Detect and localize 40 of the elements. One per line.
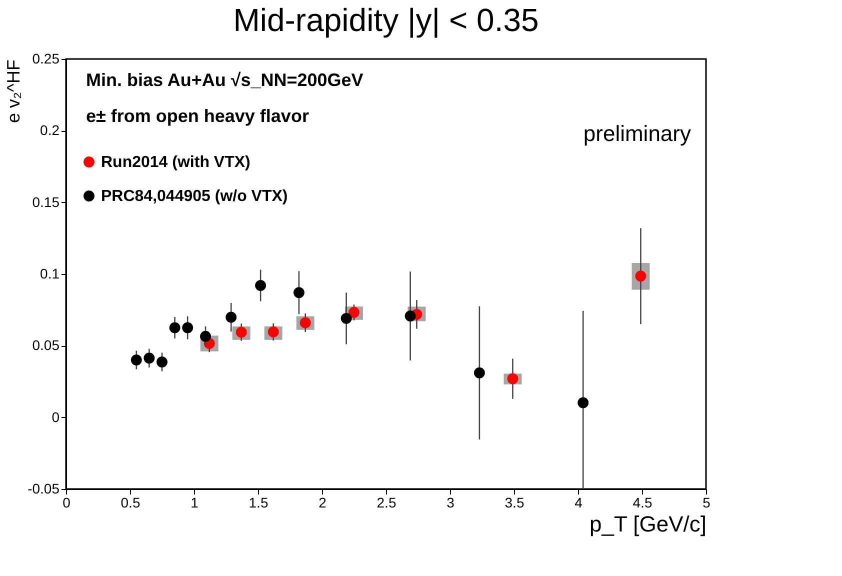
y-tick-label: 0.2	[40, 122, 60, 138]
x-tick-label: 1.5	[248, 494, 268, 510]
point	[130, 354, 142, 366]
x-tick-label: 5	[702, 494, 711, 510]
point	[144, 352, 155, 364]
legend-label: PRC84,044905 (w/o VTX)	[101, 188, 288, 205]
point	[578, 397, 589, 408]
y-tick-label: 0.1	[40, 266, 60, 282]
y-tick-label: 0	[52, 408, 60, 425]
point	[293, 287, 304, 298]
x-tick-label: 1	[190, 494, 199, 510]
annotation: e± from open heavy flavor	[86, 106, 309, 126]
point	[255, 280, 266, 291]
x-axis-title: p_T [GeV/c]	[590, 512, 706, 536]
x-tick-label: 2	[318, 494, 327, 510]
legend-label: Run2014 (with VTX)	[101, 154, 250, 171]
x-tick-label: 4.5	[632, 494, 652, 510]
point	[340, 312, 352, 324]
y-tick-label: 0.25	[32, 50, 60, 66]
point	[226, 312, 237, 323]
annotation: Min. bias Au+Au √s_NN=200GeV	[86, 70, 364, 90]
x-tick-label: 0.5	[120, 494, 140, 510]
x-tick-label: 0	[62, 494, 71, 510]
x-tick-label: 2.5	[376, 494, 396, 510]
point	[156, 356, 168, 368]
point	[404, 310, 416, 322]
x-tick-label: 3	[446, 494, 455, 510]
y-tick-label: -0.05	[28, 480, 60, 496]
annotation: preliminary	[583, 121, 691, 146]
point	[169, 322, 180, 334]
point	[474, 367, 485, 378]
point	[507, 373, 518, 384]
y-tick-label: 0.05	[32, 337, 60, 354]
y-tick-label: 0.15	[32, 194, 60, 210]
chart-title: Mid-rapidity |y| < 0.35	[233, 2, 539, 38]
point	[200, 330, 211, 342]
point	[182, 322, 194, 334]
y-axis-title: e v₂^HF	[4, 60, 24, 123]
x-tick-label: 3.5	[504, 494, 524, 510]
x-tick-label: 4	[574, 494, 583, 510]
